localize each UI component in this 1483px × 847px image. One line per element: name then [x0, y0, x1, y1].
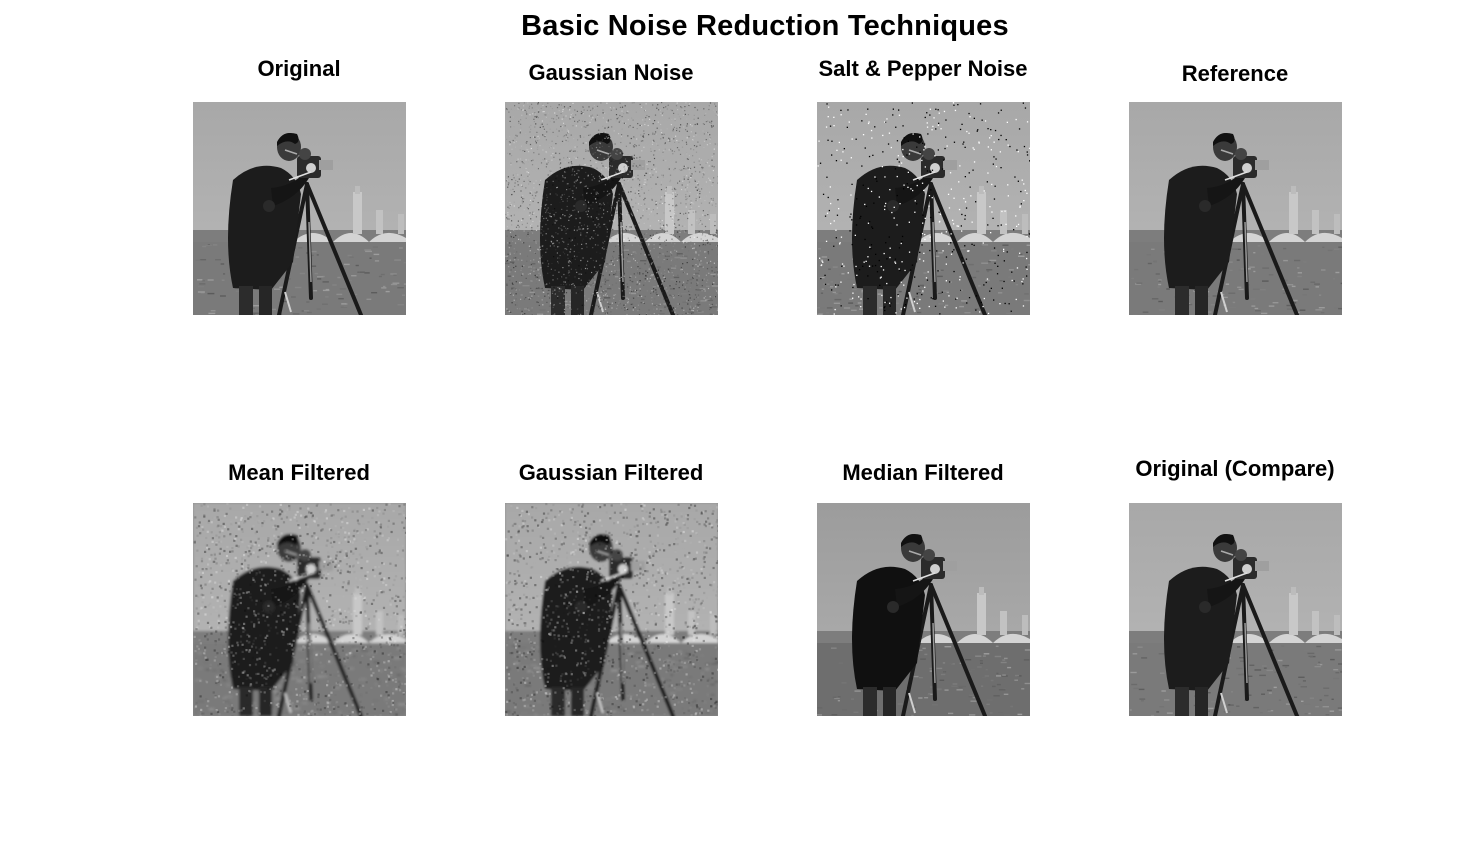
image-original-compare: [1129, 503, 1342, 716]
cameraman-salt-pepper-noise-picture: [817, 102, 1030, 315]
image-mean-filtered: [193, 503, 406, 716]
cameraman-median-filtered-picture: [817, 503, 1030, 716]
panel-title-median-filtered: Median Filtered: [842, 460, 1004, 485]
panel-title-salt-pepper-noise: Salt & Pepper Noise: [818, 56, 1028, 81]
cameraman-gaussian-filtered-picture: [505, 503, 718, 716]
cameraman-original-picture: [193, 102, 406, 315]
cameraman-gaussian-noise-picture: [505, 102, 718, 315]
image-gaussian-noise: [505, 102, 718, 315]
cameraman-original-compare-picture: [1129, 503, 1342, 716]
image-reference: [1129, 102, 1342, 315]
panel-title-original: Original: [257, 56, 341, 81]
panel-title-reference: Reference: [1181, 61, 1289, 86]
image-original: [193, 102, 406, 315]
panel-title-original-compare: Original (Compare): [1135, 456, 1335, 481]
cameraman-reference-picture: [1129, 102, 1342, 315]
image-salt-pepper-noise: [817, 102, 1030, 315]
image-median-filtered: [817, 503, 1030, 716]
cameraman-mean-filtered-picture: [193, 503, 406, 716]
panel-title-gaussian-noise: Gaussian Noise: [528, 60, 694, 85]
image-gaussian-filtered: [505, 503, 718, 716]
panel-title-gaussian-filtered: Gaussian Filtered: [518, 460, 704, 485]
panel-title-mean-filtered: Mean Filtered: [228, 460, 370, 485]
figure-title: Basic Noise Reduction Techniques: [521, 10, 1009, 42]
